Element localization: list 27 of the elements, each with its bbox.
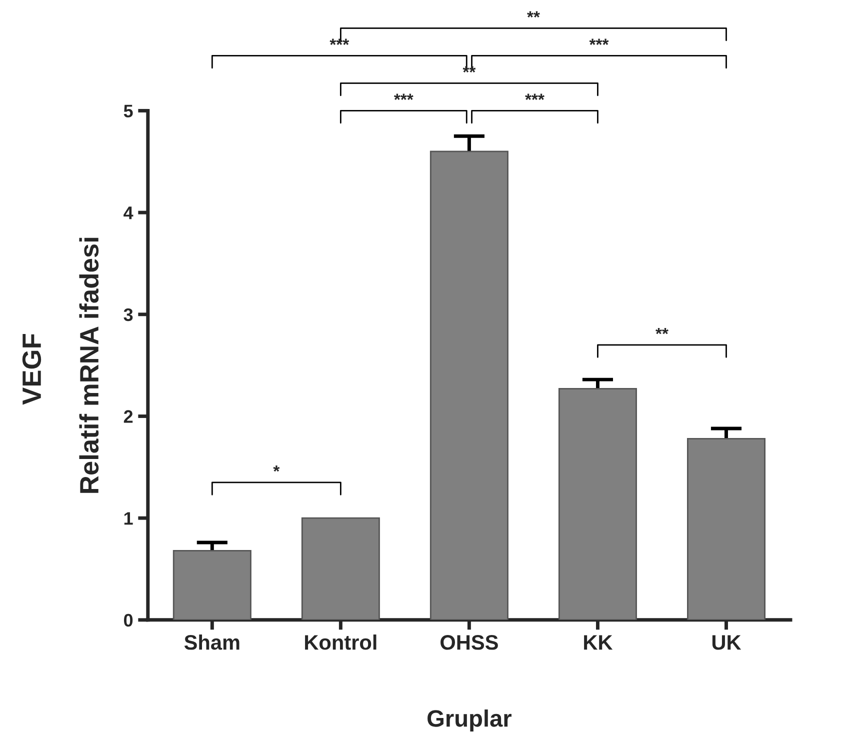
- y-tick-label: 3: [124, 308, 133, 322]
- x-axis-title: Gruplar: [428, 709, 512, 732]
- annotation: *: [273, 465, 280, 472]
- text: ***: [525, 94, 544, 100]
- y-tick-label: 1: [124, 512, 133, 525]
- x-tick-label: Kontrol: [305, 634, 376, 650]
- text: ***: [330, 38, 350, 45]
- y-axis-title: Relatif mRNA ifadesi: [79, 238, 99, 493]
- bar: [301, 517, 380, 620]
- bar: [430, 150, 508, 620]
- y-tick-label: 5: [124, 104, 133, 118]
- bar: [558, 388, 637, 620]
- text: **: [527, 11, 540, 18]
- annotation: **: [656, 328, 668, 334]
- text: ***: [394, 94, 414, 100]
- text: **: [462, 66, 476, 72]
- x-tick-label: Sham: [184, 634, 240, 650]
- x-tick-label: KK: [584, 635, 613, 650]
- y-tick-label: 2: [124, 410, 133, 423]
- x-tick-label: OHSS: [440, 635, 498, 650]
- bar: [686, 438, 766, 620]
- y-tick-label: 0: [124, 614, 133, 627]
- text: VEGF: [22, 334, 42, 405]
- text: ***: [589, 38, 609, 45]
- bar: [172, 550, 252, 620]
- y-tick-label: 4: [124, 206, 134, 220]
- x-tick-label: UK: [712, 635, 742, 650]
